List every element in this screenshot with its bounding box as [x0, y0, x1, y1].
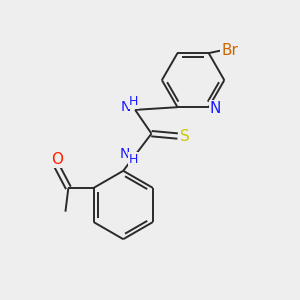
Text: H: H [129, 95, 138, 108]
Text: H: H [129, 153, 139, 166]
Text: N: N [120, 100, 131, 114]
Text: N: N [210, 101, 221, 116]
Text: Br: Br [221, 43, 238, 58]
Text: O: O [51, 152, 63, 167]
Text: S: S [180, 128, 189, 143]
Text: N: N [120, 147, 130, 161]
